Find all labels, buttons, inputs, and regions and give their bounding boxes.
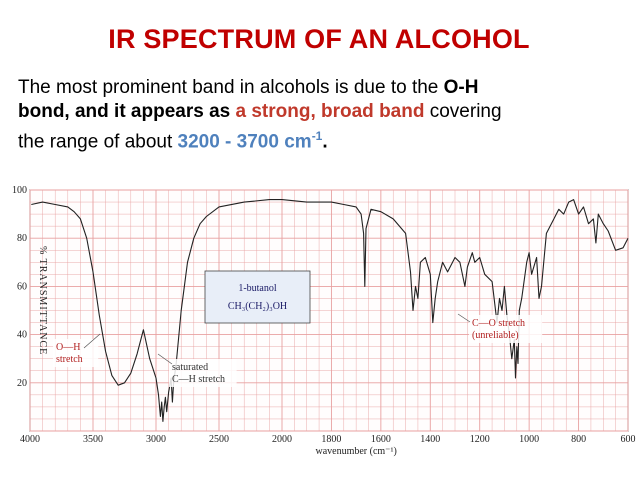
x-tick-label: 800 bbox=[571, 434, 586, 445]
x-axis-label: wavenumber (cm⁻¹) bbox=[315, 446, 396, 457]
annotation-text: saturated bbox=[172, 362, 208, 373]
intro-strong-broad: a strong, broad band bbox=[235, 101, 425, 122]
intro-text-3: covering bbox=[424, 101, 502, 122]
x-tick-label: 2500 bbox=[209, 434, 229, 445]
annotation-leader bbox=[157, 353, 173, 365]
annotation-bg bbox=[469, 315, 543, 343]
annotation-leader bbox=[83, 333, 101, 349]
compound-box-line: CH₃(CH₂)₃OH bbox=[228, 301, 287, 312]
annotation-leader bbox=[457, 313, 471, 323]
x-tick-label: 1400 bbox=[420, 434, 440, 445]
annotation-text: C—H stretch bbox=[172, 374, 225, 385]
y-tick-label: 80 bbox=[17, 233, 27, 244]
intro-oh: O-H bbox=[443, 77, 479, 98]
annotation-bg bbox=[53, 339, 99, 367]
compound-box bbox=[204, 270, 311, 324]
annotation-text: (unreliable) bbox=[472, 330, 519, 341]
grid-lines bbox=[29, 189, 629, 432]
annotation-3: C—O stretch(unreliable) bbox=[457, 313, 543, 343]
y-tick-label: 40 bbox=[17, 330, 27, 341]
intro-range-sup: -1 bbox=[311, 129, 323, 143]
ir-spectrum-chart: 4000 3500 3000 2500 2000 1800 1600 1400 1200 1000… bbox=[12, 185, 636, 457]
x-tick-label: 3500 bbox=[83, 434, 103, 445]
spectrum-line bbox=[31, 199, 629, 422]
annotation-text: C—O stretch bbox=[472, 318, 525, 329]
annotation-bg bbox=[169, 359, 237, 387]
intro-end: . bbox=[322, 131, 328, 153]
slide-title: IR SPECTRUM OF AN ALCOHOL bbox=[108, 24, 530, 54]
compound-box-line: 1-butanol bbox=[238, 283, 277, 294]
intro-paragraph: The most prominent band in alcohols is d… bbox=[18, 76, 618, 154]
intro-text-4: the range of about bbox=[18, 131, 178, 153]
intro-text-1: The most prominent band in alcohols is d… bbox=[18, 77, 444, 98]
intro-range: 3200 - 3700 cm bbox=[177, 131, 312, 153]
annotation-text: O—H bbox=[56, 342, 80, 353]
intro-text-2: bond, and it appears as bbox=[18, 101, 236, 122]
y-axis-label: % TRANSMITTANCE bbox=[37, 246, 48, 355]
x-tick-label: 1600 bbox=[371, 434, 391, 445]
x-tick-label: 2000 bbox=[272, 434, 292, 445]
y-tick-label: 60 bbox=[17, 281, 27, 292]
x-tick-label: 3000 bbox=[146, 434, 166, 445]
y-tick-label: 20 bbox=[17, 378, 27, 389]
x-tick-label: 1200 bbox=[470, 434, 490, 445]
x-tick-label: 4000 bbox=[20, 434, 40, 445]
x-tick-label: 1800 bbox=[321, 434, 341, 445]
y-tick-label: 100 bbox=[12, 185, 27, 196]
x-tick-label: 1000 bbox=[519, 434, 539, 445]
annotation-text: stretch bbox=[56, 354, 83, 365]
x-tick-label: 600 bbox=[621, 434, 636, 445]
